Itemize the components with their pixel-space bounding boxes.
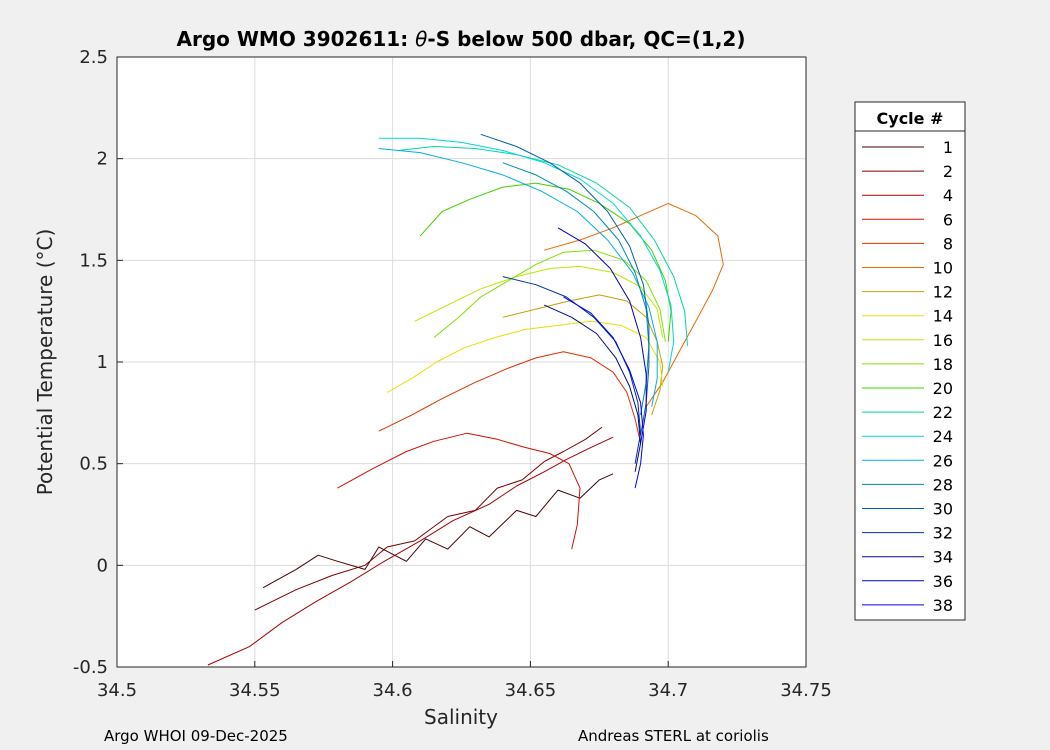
x-tick-label: 34.7 xyxy=(648,680,688,701)
series-line-cycle-22 xyxy=(398,146,688,346)
series-line-cycle-16 xyxy=(414,265,664,338)
x-tick-label: 34.75 xyxy=(780,680,832,701)
series-line-cycle-18 xyxy=(433,249,666,342)
series-line-cycle-8 xyxy=(378,351,642,444)
grid xyxy=(116,56,807,668)
ticks: 34.5 34.55 34.6 34.65 34.7 34.75 -0.5 0 0.5 1 1.5 2… xyxy=(73,47,832,701)
legend-label-cycle-14: 14 xyxy=(933,307,953,326)
series-line-cycle-32 xyxy=(502,276,642,464)
y-tick-label: -0.5 xyxy=(73,657,108,678)
y-tick-label: 1.5 xyxy=(79,250,108,271)
legend-label-cycle-6: 6 xyxy=(943,210,953,229)
legend-label-cycle-16: 16 xyxy=(933,331,953,350)
legend-label-cycle-30: 30 xyxy=(933,500,953,519)
series-line-cycle-30 xyxy=(480,133,650,436)
series-line-cycle-2 xyxy=(254,426,603,611)
legend-label-cycle-38: 38 xyxy=(933,596,953,615)
legend-label-cycle-10: 10 xyxy=(933,259,953,278)
legend-label-cycle-28: 28 xyxy=(933,475,953,494)
y-tick-label: 1 xyxy=(97,352,108,373)
legend-label-cycle-4: 4 xyxy=(943,186,953,205)
legend-label-cycle-24: 24 xyxy=(933,427,953,446)
x-axis-label: Salinity xyxy=(424,705,498,729)
series-line-cycle-28 xyxy=(502,162,650,415)
legend-title: Cycle # xyxy=(877,109,944,128)
y-tick-label: 0.5 xyxy=(79,454,108,475)
legend-label-cycle-22: 22 xyxy=(933,403,953,422)
legend-label-cycle-18: 18 xyxy=(933,355,953,374)
series-line-cycle-10 xyxy=(544,202,724,407)
y-axis-label: Potential Temperature (°C) xyxy=(33,229,57,496)
legend-label-cycle-36: 36 xyxy=(933,572,953,591)
footer-left: Argo WHOI 09-Dec-2025 xyxy=(104,727,288,745)
legend-label-cycle-12: 12 xyxy=(933,283,953,302)
legend-label-cycle-26: 26 xyxy=(933,451,953,470)
legend-label-cycle-1: 1 xyxy=(943,138,953,157)
legend: Cycle # 12468101214161820222426283032343… xyxy=(854,101,966,621)
series-line-cycle-24 xyxy=(378,137,675,373)
series-line-cycle-38 xyxy=(563,296,644,489)
series-line-cycle-4 xyxy=(207,436,614,666)
chart-title: Argo WMO 3902611: θ-S below 500 dbar, QC… xyxy=(177,27,746,51)
series-line-cycle-1 xyxy=(262,473,614,589)
legend-label-cycle-20: 20 xyxy=(933,379,953,398)
series-layer xyxy=(207,133,724,666)
x-tick-label: 34.55 xyxy=(229,680,281,701)
series-line-cycle-6 xyxy=(337,432,581,550)
y-tick-label: 2.5 xyxy=(79,47,108,68)
series-line-cycle-26 xyxy=(378,148,658,407)
series-line-cycle-36 xyxy=(557,227,647,444)
series-line-cycle-20 xyxy=(419,182,672,342)
legend-box xyxy=(854,101,966,621)
legend-label-cycle-34: 34 xyxy=(933,548,953,567)
legend-label-cycle-8: 8 xyxy=(943,234,953,253)
y-tick-label: 2 xyxy=(97,149,108,170)
legend-label-cycle-32: 32 xyxy=(933,524,953,543)
series-line-cycle-34 xyxy=(543,304,642,472)
x-tick-label: 34.65 xyxy=(505,680,557,701)
legend-label-cycle-2: 2 xyxy=(943,162,953,181)
x-tick-label: 34.5 xyxy=(97,680,137,701)
y-tick-label: 0 xyxy=(97,555,108,576)
footer-right: Andreas STERL at coriolis xyxy=(578,727,769,745)
x-tick-label: 34.6 xyxy=(373,680,413,701)
